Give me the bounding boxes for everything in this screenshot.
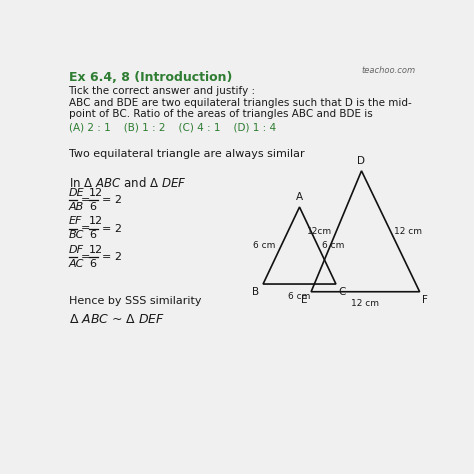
Text: = 2: = 2: [101, 252, 121, 262]
Text: A: A: [296, 192, 303, 202]
Text: 6: 6: [89, 230, 96, 240]
Text: =: =: [81, 224, 90, 234]
Text: 6 cm: 6 cm: [288, 292, 310, 301]
Text: = 2: = 2: [101, 224, 121, 234]
Text: =: =: [81, 195, 90, 205]
Text: =: =: [81, 252, 90, 262]
Text: 6: 6: [89, 201, 96, 211]
Text: point of BC. Ratio of the areas of triangles ABC and BDE is: point of BC. Ratio of the areas of trian…: [69, 109, 372, 119]
Text: 6: 6: [89, 259, 96, 269]
Text: AB: AB: [69, 201, 84, 211]
Text: B: B: [252, 287, 259, 297]
Text: = 2: = 2: [101, 195, 121, 205]
Text: AC: AC: [69, 259, 84, 269]
Text: BC: BC: [69, 230, 84, 240]
Text: 12: 12: [89, 216, 103, 226]
Text: E: E: [301, 295, 307, 305]
Text: 6 cm: 6 cm: [253, 241, 275, 250]
Text: C: C: [338, 287, 346, 297]
Text: F: F: [422, 295, 428, 305]
Text: 12 cm: 12 cm: [394, 227, 422, 236]
Text: $\Delta$ $\it{ABC}$ ~ $\Delta$ $\it{DEF}$: $\Delta$ $\it{ABC}$ ~ $\Delta$ $\it{DEF}…: [69, 312, 165, 326]
Text: Tick the correct answer and justify :: Tick the correct answer and justify :: [69, 86, 255, 96]
Text: 12 cm: 12 cm: [351, 300, 379, 309]
Text: (A) 2 : 1    (B) 1 : 2    (C) 4 : 1    (D) 1 : 4: (A) 2 : 1 (B) 1 : 2 (C) 4 : 1 (D) 1 : 4: [69, 122, 276, 132]
Text: DF: DF: [69, 245, 83, 255]
Text: 6 cm: 6 cm: [321, 241, 344, 250]
Text: D: D: [357, 156, 365, 166]
Text: 12: 12: [89, 188, 103, 198]
Text: teachoo.com: teachoo.com: [362, 66, 416, 75]
Text: ABC and BDE are two equilateral triangles such that D is the mid-: ABC and BDE are two equilateral triangle…: [69, 99, 411, 109]
Text: In $\Delta$ $\it{ABC}$ and $\Delta$ $\it{DEF}$: In $\Delta$ $\it{ABC}$ and $\Delta$ $\it…: [69, 176, 186, 190]
Text: DE: DE: [69, 188, 84, 198]
Text: Two equilateral triangle are always similar: Two equilateral triangle are always simi…: [69, 149, 304, 159]
Text: Hence by SSS similarity: Hence by SSS similarity: [69, 296, 201, 306]
Text: Ex 6.4, 8 (Introduction): Ex 6.4, 8 (Introduction): [69, 71, 232, 84]
Text: 12: 12: [89, 245, 103, 255]
Text: 12cm: 12cm: [307, 227, 332, 236]
Text: EF: EF: [69, 216, 82, 226]
